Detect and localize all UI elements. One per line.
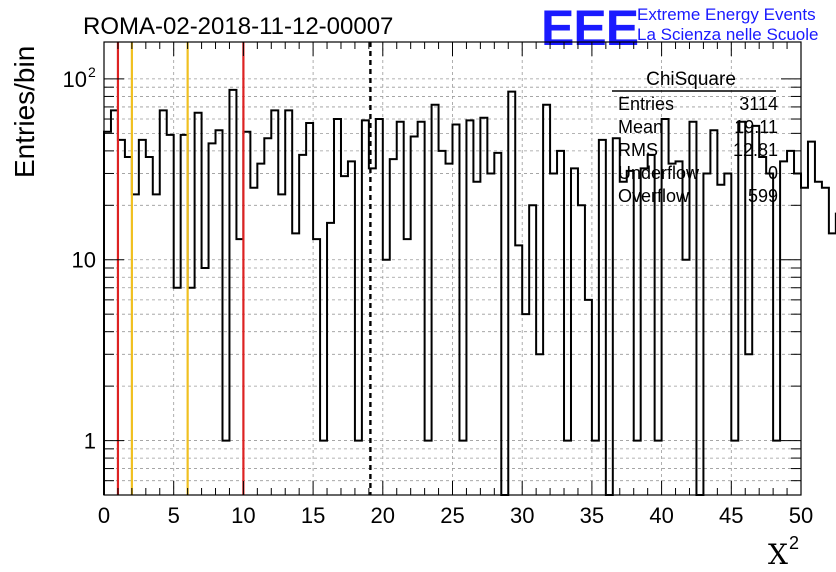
y-tick-label: 10 [72, 248, 96, 273]
histogram-series [103, 88, 836, 496]
x-axis-label-main: X [768, 538, 788, 571]
x-axis-label-superscript: 2 [789, 533, 799, 553]
stats-row-label: RMS [618, 140, 658, 160]
x-tick-label: 40 [649, 503, 673, 528]
x-tick-label: 10 [231, 503, 255, 528]
x-tick-label: 5 [168, 503, 180, 528]
stats-row: RMS 12.81 [618, 140, 778, 160]
x-tick-label: 20 [371, 503, 395, 528]
logo-line-1: Extreme Energy Events [637, 5, 816, 24]
stats-row-value: 19.11 [734, 117, 778, 137]
logo-line-2: La Scienza nelle Scuole [637, 25, 818, 44]
x-tick-label: 50 [789, 503, 813, 528]
stats-row-label: Entries [618, 94, 674, 114]
eee-logo: EEE Extreme Energy Events La Scienza nel… [541, 0, 818, 56]
x-axis-label: X 2 [768, 533, 799, 571]
stats-row-label: Mean [618, 117, 663, 137]
y-tick-label-exponent: 2 [88, 64, 96, 80]
stats-row-value: 12.81 [733, 140, 778, 160]
x-tick-label: 25 [440, 503, 464, 528]
x-tick-label: 15 [301, 503, 325, 528]
eee-logo-text: EEE [541, 0, 638, 56]
run-title: ROMA-02-2018-11-12-00007 [83, 13, 393, 40]
stats-row-value: 3114 [739, 94, 778, 114]
histogram-line [103, 88, 836, 496]
stats-row-value: 0 [768, 163, 778, 183]
x-tick-label: 30 [510, 503, 534, 528]
stats-row-label: Underflow [618, 163, 700, 183]
stats-row: Overflow 599 [618, 186, 778, 206]
stats-row: Entries 3114 [618, 94, 778, 114]
vertical-marker-lines [116, 42, 372, 495]
stats-row: Underflow 0 [618, 163, 778, 183]
x-tick-label: 45 [719, 503, 743, 528]
stats-row: Mean 19.11 [618, 117, 778, 137]
y-tick-label: 10 [63, 67, 87, 92]
stats-row-label: Overflow [618, 186, 690, 206]
stats-row-value: 599 [748, 186, 778, 206]
x-tick-label: 35 [580, 503, 604, 528]
stats-title: ChiSquare [646, 69, 736, 90]
y-tick-label: 1 [84, 429, 96, 454]
x-tick-label: 0 [98, 503, 110, 528]
stats-box: ChiSquare Entries 3114 Mean 19.11 RMS 12… [612, 69, 778, 206]
y-axis-label: Entries/bin [9, 46, 40, 178]
